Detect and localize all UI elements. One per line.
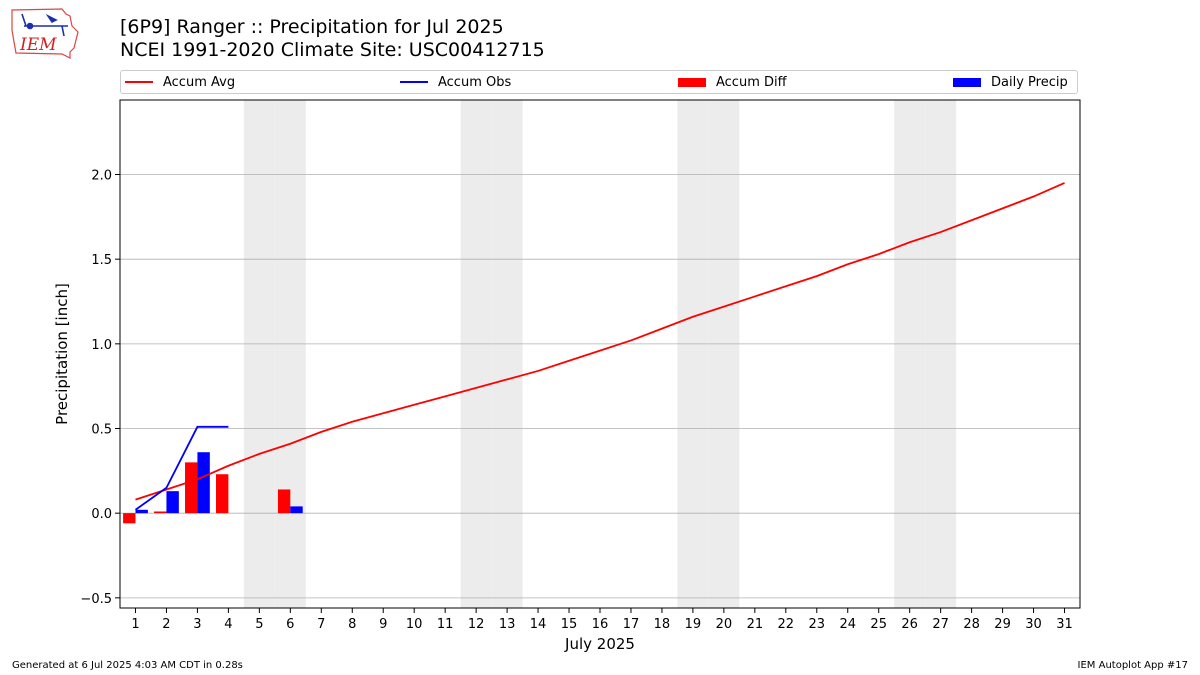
accum-diff-bar-6: [277, 489, 291, 514]
accum-lines: [134, 182, 1065, 511]
legend-label-accum-avg: Accum Avg: [163, 74, 236, 90]
y-tick-label: 2.0: [91, 169, 112, 184]
legend-swatch-daily-precip: [953, 77, 981, 87]
x-tick-label: 26: [901, 617, 918, 632]
accum-diff-bar-1: [123, 513, 136, 524]
x-axis-label: July 2025: [564, 635, 635, 653]
chart-subtitle: NCEI 1991-2020 Climate Site: USC00412715: [120, 39, 545, 61]
accum-diff-bar-2: [154, 511, 167, 514]
weekend-band-26: [894, 100, 926, 608]
legend-swatch-accum-diff: [678, 77, 706, 87]
x-tick-label: 29: [994, 617, 1011, 632]
y-axis-ticks: −0.5 0.0 0.5 1.0 1.5 2.0: [80, 169, 120, 607]
footer-generated: Generated at 6 Jul 2025 4:03 AM CDT in 0…: [12, 660, 243, 671]
daily-precip-bar-2: [166, 491, 179, 514]
y-tick-label: 1.5: [91, 253, 112, 268]
weekend-band-13: [491, 100, 523, 608]
accum-diff-bar-3: [185, 462, 198, 514]
legend-item-accum-obs: Accum Obs: [400, 73, 511, 91]
x-tick-label: 13: [499, 617, 516, 632]
x-tick-label: 3: [193, 617, 201, 632]
x-tick-label: 7: [317, 617, 325, 632]
x-tick-label: 22: [778, 617, 795, 632]
legend-label-daily-precip: Daily Precip: [991, 74, 1068, 90]
weekend-band-19: [677, 100, 709, 608]
x-tick-label: 1: [131, 617, 139, 632]
weekend-band-27: [925, 100, 957, 608]
y-tick-label: 0.0: [91, 507, 112, 522]
x-tick-label: 2: [162, 617, 170, 632]
legend-item-daily-precip: Daily Precip: [953, 73, 1068, 91]
x-tick-label: 10: [406, 617, 423, 632]
weekend-band-6: [274, 100, 306, 608]
weekend-band-5: [243, 100, 275, 608]
x-axis-ticks: 1 2 3 4 5 6 7 8 9 10 11 12 13 14 15 16 17 18 19 20 21 22 23 24 2…: [131, 608, 1073, 632]
x-tick-label: 14: [530, 617, 547, 632]
daily-precip-bar-3: [197, 452, 210, 514]
x-tick-label: 17: [623, 617, 640, 632]
x-tick-label: 20: [716, 617, 733, 632]
x-tick-label: 12: [468, 617, 485, 632]
daily-precip-bar-1: [135, 509, 148, 514]
x-tick-label: 24: [839, 617, 856, 632]
x-tick-label: 5: [255, 617, 263, 632]
legend-swatch-accum-avg: [125, 81, 153, 83]
chart-title: [6P9] Ranger :: Precipitation for Jul 20…: [120, 16, 504, 38]
x-tick-label: 19: [685, 617, 702, 632]
x-tick-label: 15: [561, 617, 578, 632]
legend: Accum Avg Accum Obs Accum Diff Daily Pre…: [120, 70, 1078, 94]
legend-item-accum-avg: Accum Avg: [125, 73, 235, 91]
footer-app: IEM Autoplot App #17: [1077, 660, 1188, 671]
legend-item-accum-diff: Accum Diff: [678, 73, 787, 91]
accum-avg-line: [135, 182, 1065, 501]
x-tick-label: 30: [1025, 617, 1042, 632]
accum-obs-line: [134, 425, 229, 511]
logo-text: IEM: [19, 35, 57, 55]
y-axis-label: Precipitation [inch]: [53, 283, 71, 425]
x-tick-label: 27: [932, 617, 949, 632]
x-tick-label: 25: [870, 617, 887, 632]
x-tick-label: 21: [747, 617, 764, 632]
y-tick-label: 1.0: [91, 338, 112, 353]
weekend-shading: [243, 100, 957, 608]
x-tick-label: 11: [437, 617, 454, 632]
x-tick-label: 31: [1056, 617, 1073, 632]
y-tick-label: −0.5: [80, 592, 112, 607]
daily-precip-bar-6: [290, 506, 303, 514]
accum-diff-bar-4: [216, 474, 229, 514]
daily-precip-bars: [135, 452, 303, 514]
x-tick-label: 6: [286, 617, 294, 632]
x-tick-label: 4: [224, 617, 232, 632]
legend-swatch-accum-obs: [400, 81, 428, 83]
y-tick-label: 0.5: [91, 423, 112, 438]
legend-label-accum-diff: Accum Diff: [716, 74, 787, 90]
weekend-band-20: [708, 100, 740, 608]
x-tick-label: 16: [592, 617, 609, 632]
x-tick-label: 18: [654, 617, 671, 632]
legend-label-accum-obs: Accum Obs: [438, 74, 512, 90]
accum-diff-bars: [123, 462, 291, 524]
x-tick-label: 9: [379, 617, 387, 632]
x-tick-label: 8: [348, 617, 356, 632]
iem-logo: IEM: [11, 8, 79, 59]
x-tick-label: 23: [809, 617, 826, 632]
x-tick-label: 28: [963, 617, 980, 632]
weekend-band-12: [460, 100, 492, 608]
